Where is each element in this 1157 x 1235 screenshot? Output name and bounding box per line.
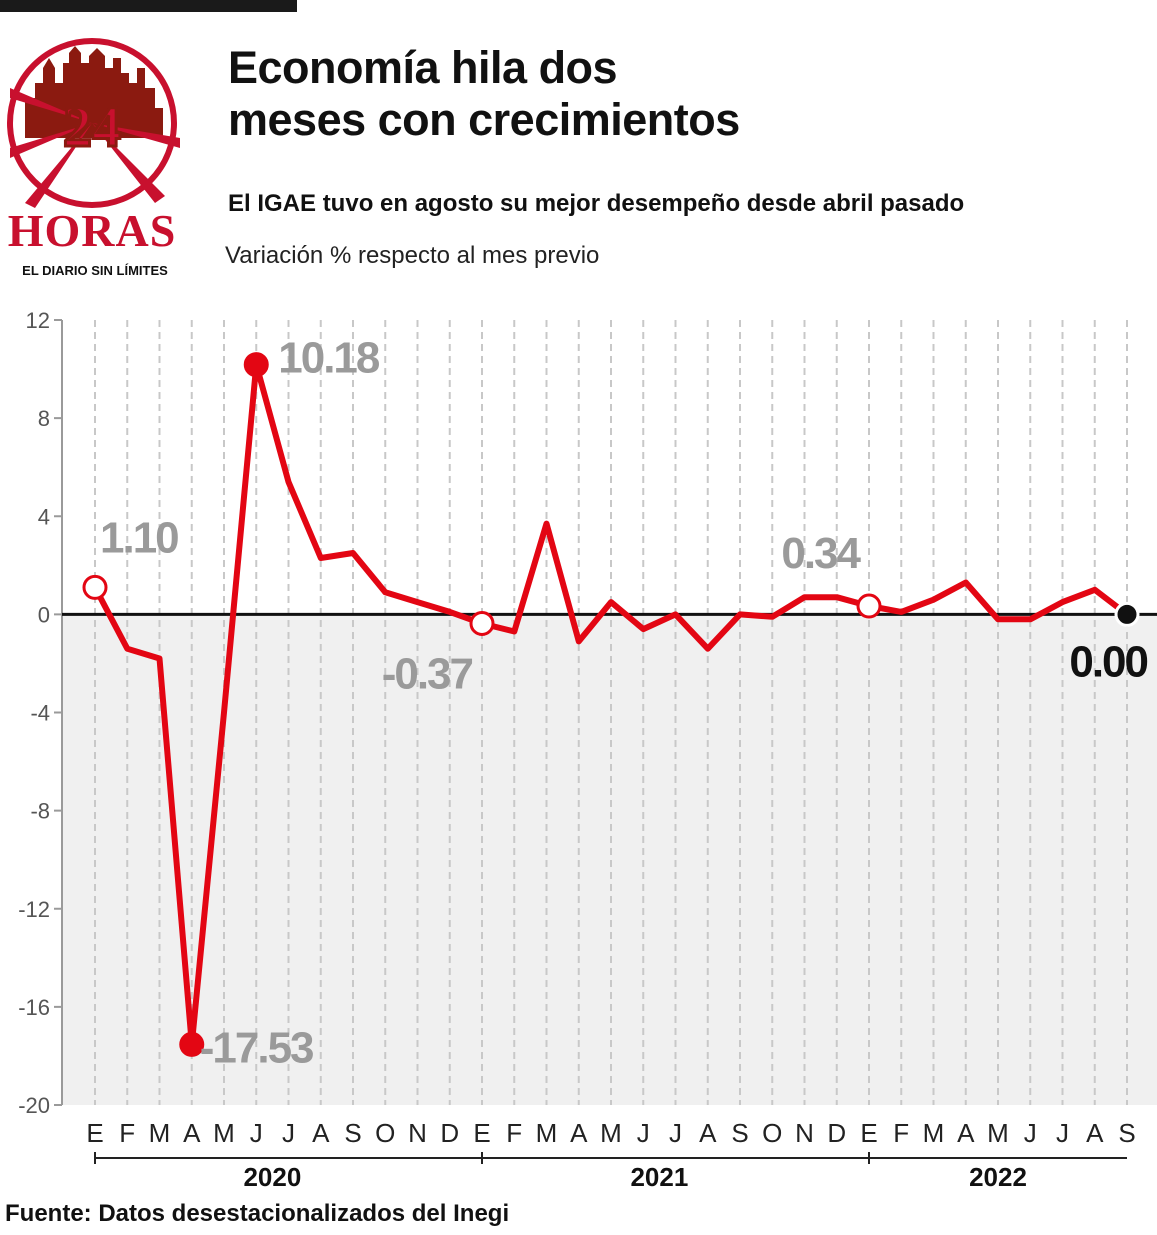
title-line-2: meses con crecimientos: [228, 94, 740, 145]
x-tick-label: N: [408, 1118, 427, 1148]
data-label: 0.00: [1069, 637, 1147, 686]
year-label: 2021: [630, 1162, 688, 1192]
x-tick-label: A: [570, 1118, 588, 1148]
y-tick-label: 0: [38, 602, 50, 627]
x-tick-label: F: [506, 1118, 522, 1148]
x-tick-label: E: [473, 1118, 490, 1148]
y-tick-label: -20: [18, 1093, 50, 1118]
x-tick-label: O: [375, 1118, 395, 1148]
top-accent-bar: [0, 0, 297, 12]
x-tick-label: A: [1086, 1118, 1104, 1148]
x-tick-label: F: [893, 1118, 909, 1148]
x-tick-label: J: [1024, 1118, 1037, 1148]
unit-label: Variación % respecto al mes previo: [225, 242, 600, 269]
year-label: 2020: [243, 1162, 301, 1192]
logo-ring: [7, 38, 177, 208]
x-tick-label: D: [827, 1118, 846, 1148]
x-tick-label: M: [149, 1118, 171, 1148]
title-line-1: Economía hila dos: [228, 42, 618, 93]
data-label: -17.53: [200, 1023, 313, 1072]
page-title: Economía hila dos meses con crecimientos: [228, 42, 740, 146]
chart-subtitle: El IGAE tuvo en agosto su mejor desempeñ…: [228, 190, 965, 217]
logo-tagline: EL DIARIO SIN LÍMITES: [22, 263, 168, 278]
logo-number: 24: [63, 94, 121, 159]
x-tick-label: O: [762, 1118, 782, 1148]
logo-name: HORAS: [8, 205, 177, 256]
y-tick-label: -16: [18, 995, 50, 1020]
x-tick-label: S: [1118, 1118, 1135, 1148]
x-tick-label: A: [699, 1118, 717, 1148]
negative-band: [62, 614, 1157, 1105]
x-tick-label: E: [86, 1118, 103, 1148]
x-tick-label: J: [1056, 1118, 1069, 1148]
data-label: -0.37: [382, 649, 473, 698]
x-tick-label: J: [282, 1118, 295, 1148]
data-label: 0.34: [781, 529, 861, 578]
y-tick-label: 8: [38, 406, 50, 431]
series-line: [92, 361, 1130, 1048]
data-point-marker: [179, 1031, 205, 1057]
x-tick-label: S: [731, 1118, 748, 1148]
data-point-marker: [856, 593, 882, 619]
data-label: 10.18: [278, 334, 380, 383]
x-tick-label: J: [669, 1118, 682, 1148]
logo-tagline-box: [7, 256, 183, 282]
x-tick-label: A: [957, 1118, 975, 1148]
y-tick-label: -8: [30, 799, 50, 824]
x-tick-label: E: [860, 1118, 877, 1148]
logo-skyline-icon: [25, 46, 163, 138]
y-tick-label: -12: [18, 897, 50, 922]
logo-24-horas: 24 HORAS EL DIARIO SIN LÍMITES: [6, 37, 183, 282]
x-tick-label: A: [183, 1118, 201, 1148]
source-note: Fuente: Datos desestacionalizados del In…: [5, 1200, 510, 1227]
data-point-marker: [243, 352, 269, 378]
y-tick-label: 12: [26, 308, 50, 333]
x-tick-label: D: [440, 1118, 459, 1148]
x-tick-label: J: [250, 1118, 263, 1148]
y-tick-label: 4: [38, 504, 50, 529]
year-label: 2022: [969, 1162, 1027, 1192]
data-point-marker: [82, 574, 108, 600]
logo-rays-icon: [10, 88, 180, 208]
x-tick-label: F: [119, 1118, 135, 1148]
x-tick-label: M: [536, 1118, 558, 1148]
x-tick-label: M: [600, 1118, 622, 1148]
data-point-marker: [1114, 601, 1140, 627]
x-tick-label: M: [987, 1118, 1009, 1148]
x-tick-label: N: [795, 1118, 814, 1148]
x-tick-label: J: [637, 1118, 650, 1148]
data-point-marker: [469, 610, 495, 636]
x-tick-label: A: [312, 1118, 330, 1148]
x-tick-label: S: [344, 1118, 361, 1148]
y-tick-label: -4: [30, 701, 50, 726]
data-label: 1.10: [100, 513, 178, 562]
x-tick-label: M: [213, 1118, 235, 1148]
x-tick-label: M: [923, 1118, 945, 1148]
